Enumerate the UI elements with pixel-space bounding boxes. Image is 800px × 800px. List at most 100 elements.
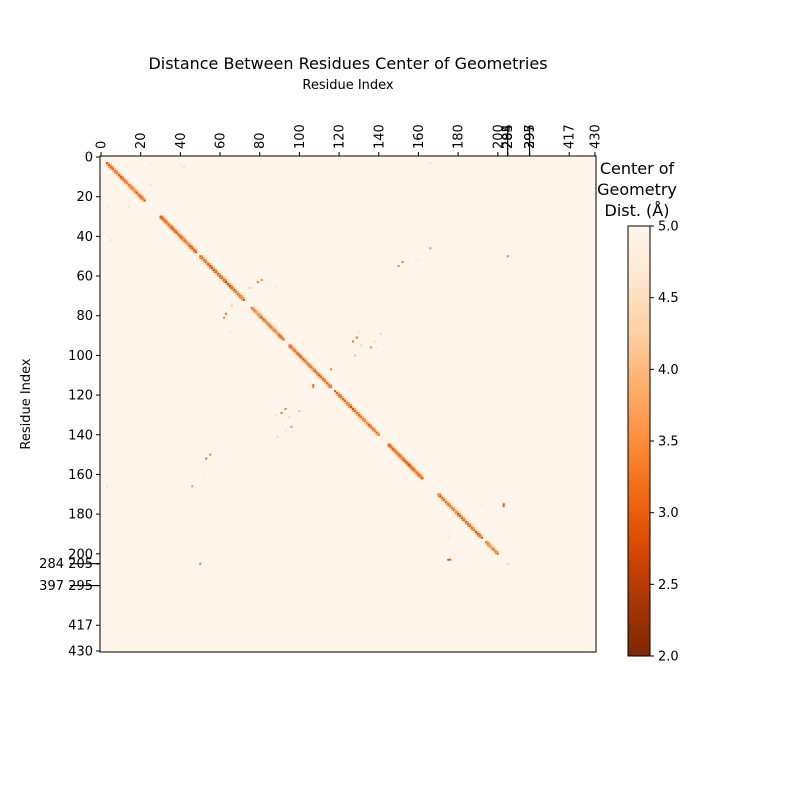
x-axis-label: Residue Index <box>302 78 394 93</box>
heatmap-cell <box>401 261 404 264</box>
heatmap-cell <box>401 457 404 460</box>
heatmap-cell <box>474 503 477 506</box>
heatmap-cell <box>230 286 233 289</box>
heatmap-cell <box>300 354 303 357</box>
heatmap-cell <box>459 513 462 516</box>
heatmap-cell <box>445 501 448 504</box>
heatmap-cell <box>342 398 345 401</box>
x-tick-label: 160 <box>412 124 427 149</box>
heatmap-cell <box>163 219 166 222</box>
heatmap-cell <box>349 405 352 408</box>
heatmap-cell <box>149 183 152 186</box>
heatmap-cell <box>415 473 418 476</box>
heatmap-cell <box>131 189 134 192</box>
heatmap-cell <box>415 471 418 474</box>
heatmap-cell <box>228 330 231 333</box>
heatmap-cell <box>127 183 130 186</box>
heatmap-cell <box>403 461 406 464</box>
heatmap-cell <box>211 265 214 268</box>
heatmap-cell <box>113 171 116 174</box>
heatmap-cell <box>304 358 307 361</box>
heatmap-cell <box>344 402 347 404</box>
heatmap-cell <box>417 471 420 474</box>
heatmap-cell <box>391 445 394 448</box>
heatmap-cell <box>123 181 126 184</box>
heatmap-cell <box>344 400 347 403</box>
heatmap-cell <box>338 396 341 399</box>
heatmap-cell <box>217 271 220 274</box>
heatmap-cell <box>131 185 134 188</box>
heatmap-cell <box>193 249 196 252</box>
heatmap-cell <box>312 370 315 373</box>
heatmap-cell <box>209 453 212 456</box>
heatmap-cell <box>213 269 216 272</box>
heatmap-cell <box>472 530 475 533</box>
heatmap-cell <box>141 195 144 198</box>
heatmap-cell <box>336 390 339 393</box>
x-tick-label: 430 <box>589 124 604 149</box>
heatmap-cell <box>371 427 374 430</box>
heatmap-cell <box>443 501 446 504</box>
heatmap-cell <box>371 429 374 432</box>
heatmap-cell <box>338 394 341 397</box>
heatmap-cell <box>141 199 144 202</box>
heatmap-cell <box>260 314 263 317</box>
heatmap-cell <box>125 179 128 182</box>
heatmap-cell <box>490 544 493 547</box>
heatmap-cell <box>230 288 233 291</box>
heatmap-cell <box>302 358 305 361</box>
heatmap-cell <box>389 447 392 450</box>
heatmap-cell <box>324 380 327 383</box>
heatmap-cell <box>463 517 466 520</box>
heatmap-cell <box>348 405 350 408</box>
heatmap-cell <box>363 417 366 420</box>
heatmap-cell <box>121 177 124 180</box>
heatmap-cell <box>252 306 255 309</box>
heatmap-cell <box>129 187 132 190</box>
heatmap-cell <box>173 229 176 232</box>
heatmap-cell <box>226 284 229 287</box>
heatmap-cell <box>365 423 368 426</box>
heatmap-cell <box>375 429 378 432</box>
heatmap-cell <box>236 292 239 295</box>
heatmap-cell <box>326 384 329 387</box>
heatmap-cell <box>449 558 452 561</box>
heatmap-cell <box>502 503 505 506</box>
heatmap-cell <box>472 527 475 529</box>
heatmap-cell <box>181 237 184 240</box>
heatmap-cell <box>365 421 368 424</box>
heatmap-cell <box>219 273 222 276</box>
heatmap-cell <box>389 445 392 448</box>
heatmap-cell <box>340 398 343 401</box>
heatmap-cell <box>441 497 444 500</box>
heatmap-cell <box>121 179 124 182</box>
heatmap-cell <box>258 312 261 315</box>
heatmap-cell <box>290 344 293 347</box>
heatmap-cell <box>304 360 307 363</box>
heatmap-cell <box>308 364 311 367</box>
heatmap-cell <box>399 455 402 458</box>
heatmap-cell <box>272 326 275 329</box>
heatmap-cell <box>322 380 325 383</box>
heatmap-cell <box>195 249 198 252</box>
heatmap-cell <box>391 449 394 452</box>
heatmap-cell <box>105 485 108 488</box>
heatmap-cell <box>224 279 227 281</box>
heatmap-cell <box>207 261 210 264</box>
heatmap-cell <box>276 332 279 335</box>
heatmap-cell <box>274 284 277 287</box>
heatmap-cell <box>123 177 126 180</box>
heatmap-cell <box>121 175 124 178</box>
heatmap-cell <box>111 169 114 172</box>
heatmap-cell <box>270 324 273 327</box>
heatmap-cell <box>135 189 138 192</box>
heatmap-cell <box>298 409 301 412</box>
heatmap-cell <box>284 429 287 432</box>
heatmap-cell <box>242 296 245 299</box>
heatmap-cell <box>351 407 354 410</box>
heatmap-cell <box>409 463 412 466</box>
y-axis-label: Residue Index <box>19 358 34 450</box>
heatmap-cell <box>457 511 460 514</box>
heatmap-cell <box>167 223 170 226</box>
